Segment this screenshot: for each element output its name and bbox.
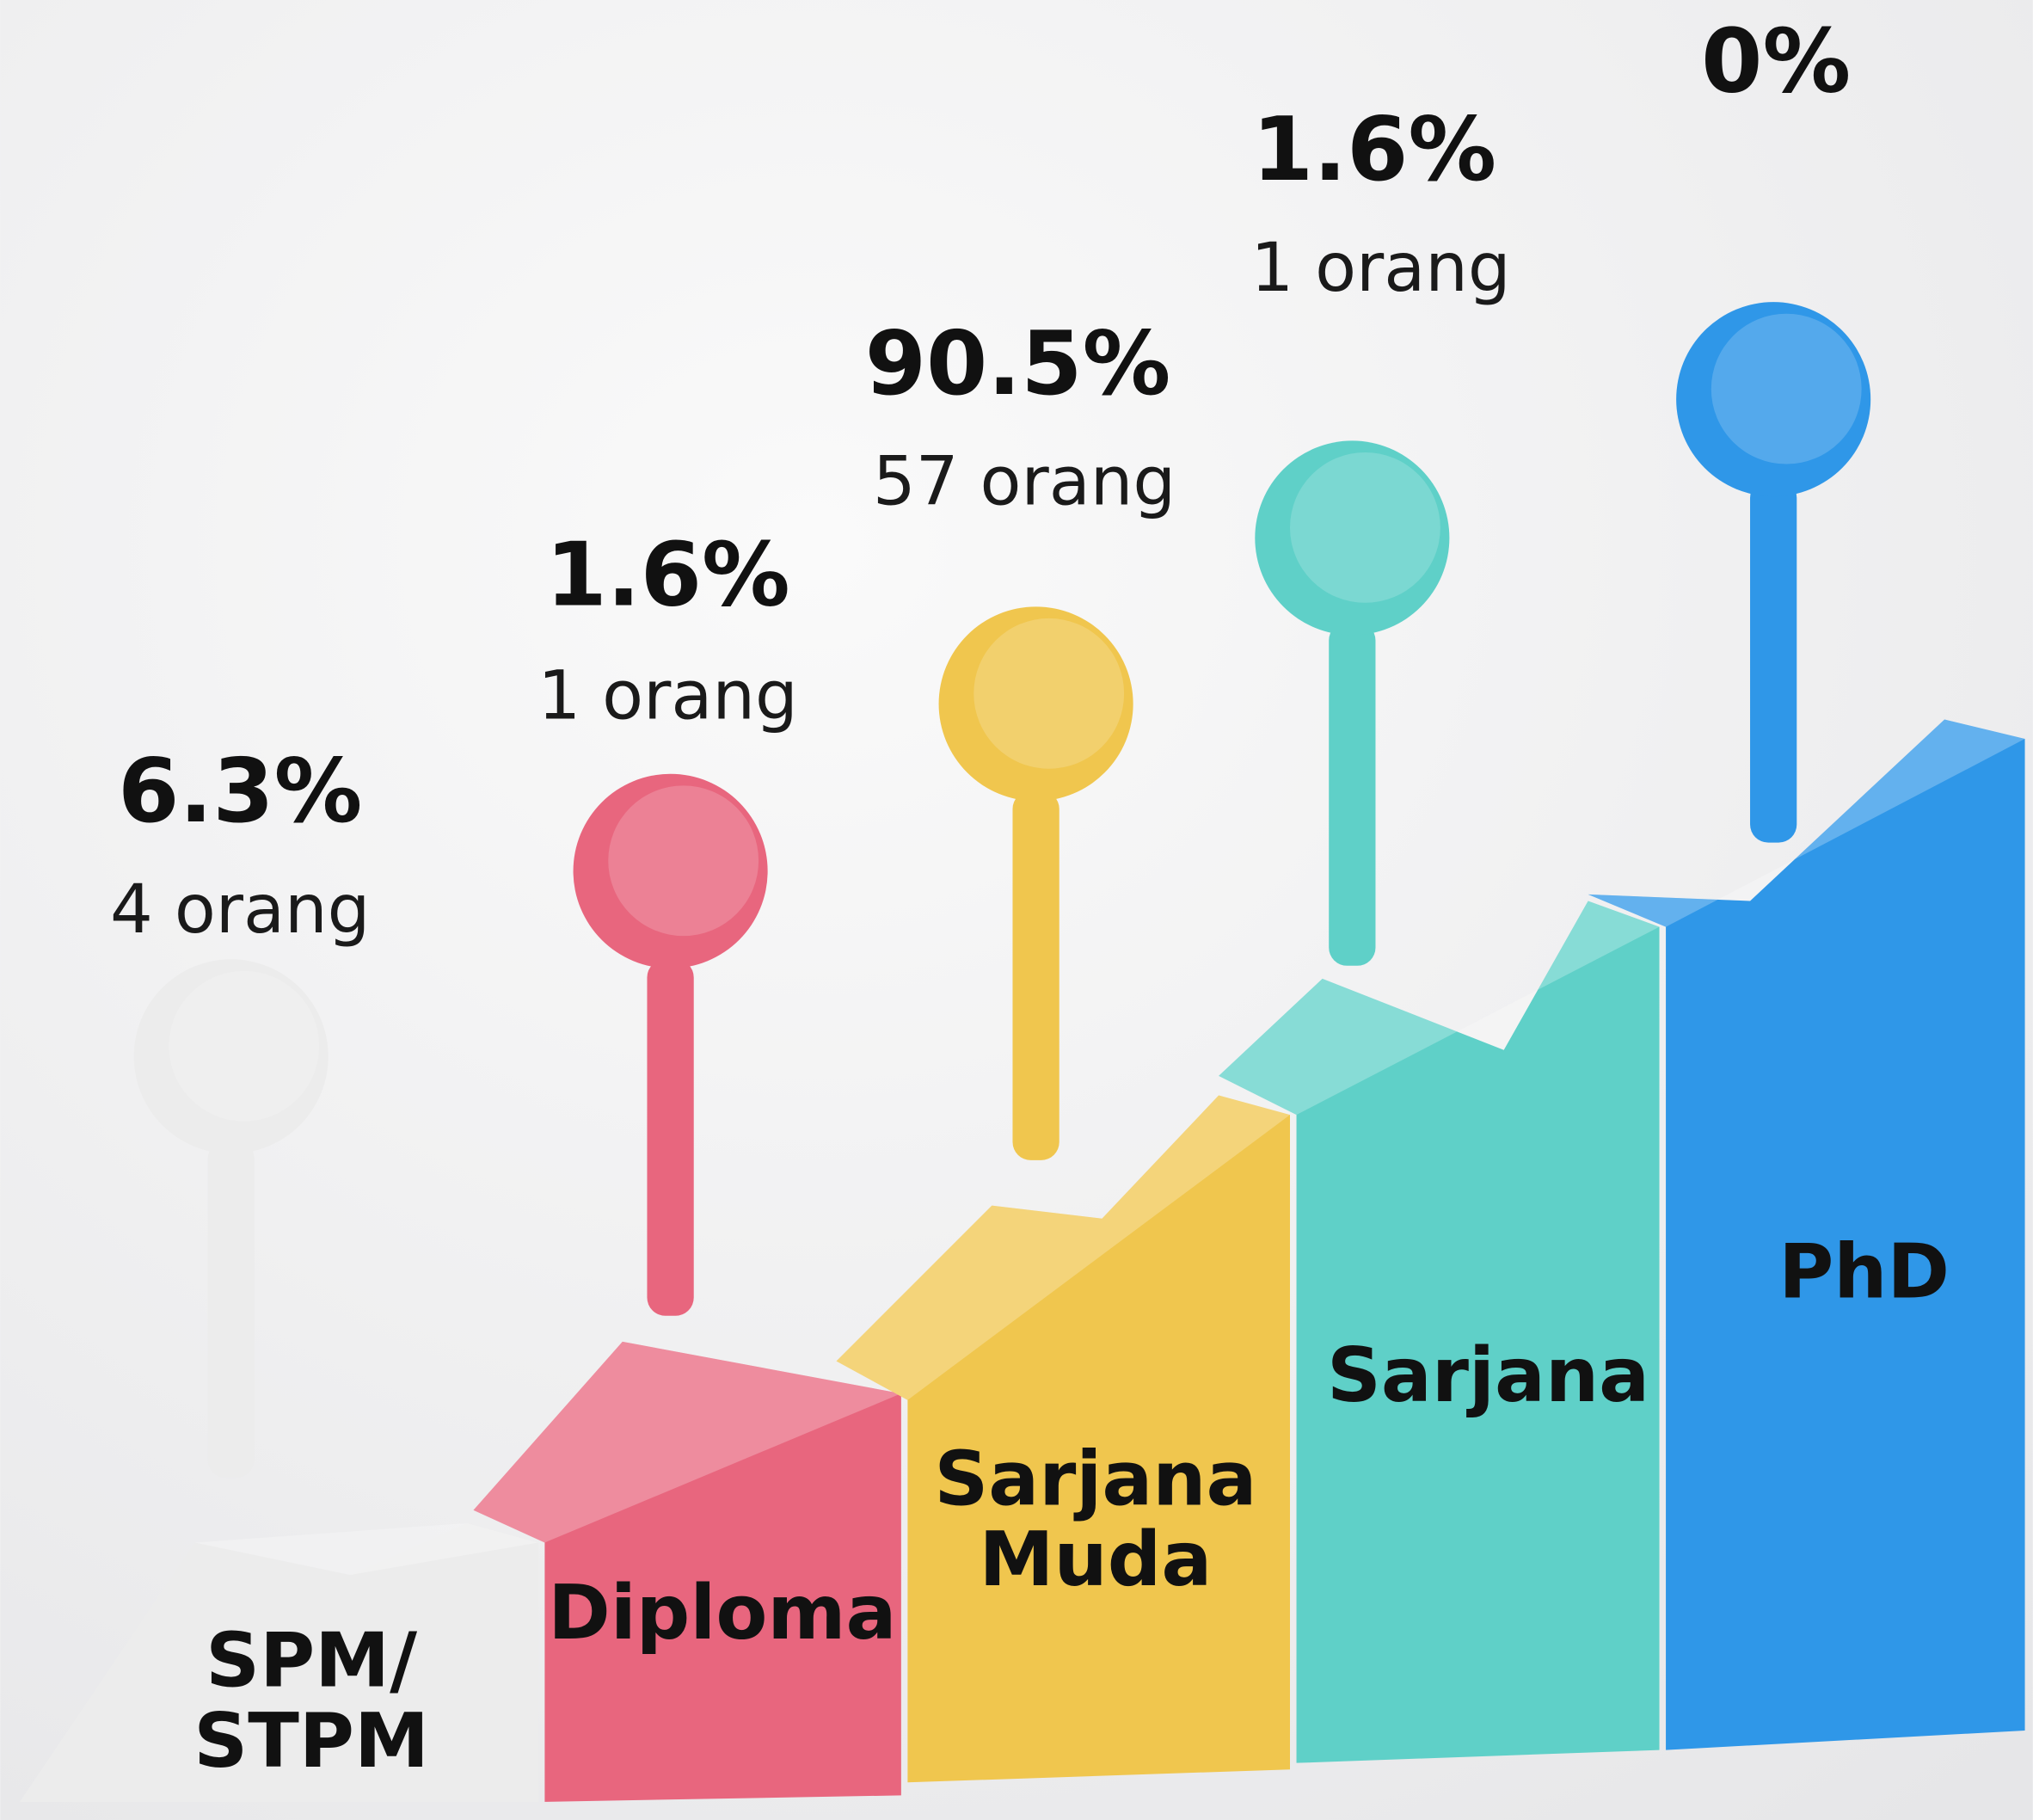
level-label: Muda [980,1516,1213,1603]
step-block [20,1522,538,1802]
level-label: STPM [193,1697,429,1785]
pin-highlight [974,618,1125,769]
pin-head [1255,440,1450,636]
pin-stick [1012,790,1059,1160]
step-block [473,1341,901,1802]
step-top [1219,901,1660,1116]
step-top [1588,719,2025,927]
pin-highlight [1290,452,1440,603]
step: 1.6% 1 orang Diploma [473,525,901,1802]
percent-label: 0% [1701,11,1851,114]
level-label: SPM/ [206,1617,417,1705]
pin-head [938,606,1133,802]
pin-head [1676,302,1871,497]
step: 6.3% 4 orang SPM/STPM [20,741,538,1802]
step-top [194,1522,538,1576]
percent-label: 6.3% [118,741,362,843]
step-block [836,1095,1291,1783]
pin-stick [1750,479,1797,843]
percent-label: 1.6% [1252,99,1496,201]
count-label: 4 orang [110,870,370,949]
pin-highlight [169,970,320,1122]
count-label: 1 orang [537,656,797,735]
count-label: 1 orang [1250,229,1510,307]
pin-head [573,773,768,968]
step: 0% PhD [1588,11,2025,1750]
percent-label: 1.6% [545,525,789,627]
step-top [473,1341,901,1543]
pin-stick [1329,622,1376,966]
step-top [836,1095,1291,1400]
pin-highlight [1711,313,1862,464]
step-block [1219,901,1660,1763]
level-label: Sarjana [934,1436,1256,1523]
pin-stick [647,959,694,1316]
pin-head [133,959,329,1154]
pin-stick [207,1141,255,1479]
step: 1.6% 1 orang Sarjana [1219,99,1660,1763]
level-label: Diploma [548,1569,896,1657]
level-label: Sarjana [1327,1331,1649,1419]
percent-label: 90.5% [865,313,1171,415]
count-label: 57 orang [873,443,1176,521]
level-label: PhD [1778,1227,1950,1315]
step-block [1588,719,2025,1750]
pin-highlight [608,785,759,937]
